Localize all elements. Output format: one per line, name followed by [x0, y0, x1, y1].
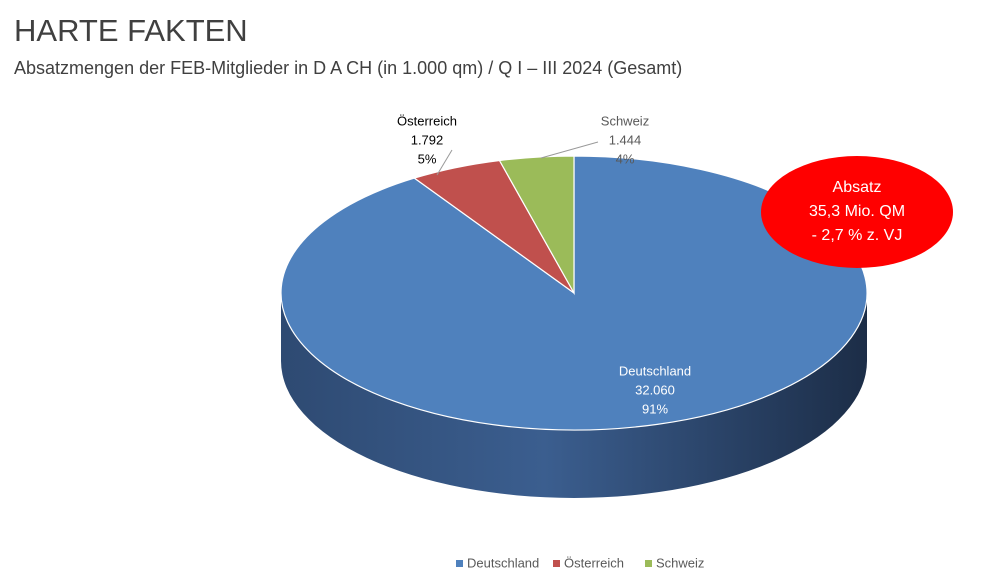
annotation-text: 35,3 Mio. QM: [809, 203, 905, 220]
leader-line: [436, 149, 453, 176]
data-label-percent: 4%: [616, 151, 635, 166]
legend-swatch: [553, 560, 560, 567]
data-label-value: 32.060: [635, 382, 675, 397]
data-label-percent: 91%: [642, 401, 668, 416]
slice-side: [281, 293, 867, 498]
legend-swatch: [645, 560, 652, 567]
leader-line: [540, 141, 599, 159]
data-label-value: 1.444: [609, 132, 642, 147]
chart-subtitle: Absatzmengen der FEB-Mitglieder in D A C…: [14, 58, 682, 78]
annotation-text: - 2,7 % z. VJ: [812, 227, 903, 244]
data-label-value: 1.792: [411, 132, 444, 147]
annotation-bubble: [761, 156, 953, 268]
annotation-text: Absatz: [833, 179, 882, 196]
slice: [498, 155, 575, 296]
data-label-name: Österreich: [397, 113, 457, 128]
labels: Deutschland 32.060 91% Österreich 1.792 5% Sch…: [397, 113, 691, 416]
data-label-name: Deutschland: [619, 363, 691, 378]
legend-label: Deutschland: [467, 555, 539, 570]
data-label-name: Schweiz: [601, 113, 649, 128]
data-label-percent: 5%: [418, 151, 437, 166]
legend: Deutschland Österreich Schweiz: [456, 555, 704, 570]
legend-swatch: [456, 560, 463, 567]
pie: [280, 155, 868, 498]
legend-label: Österreich: [564, 555, 624, 570]
chart-title: HARTE FAKTEN: [14, 13, 248, 48]
legend-label: Schweiz: [656, 555, 704, 570]
